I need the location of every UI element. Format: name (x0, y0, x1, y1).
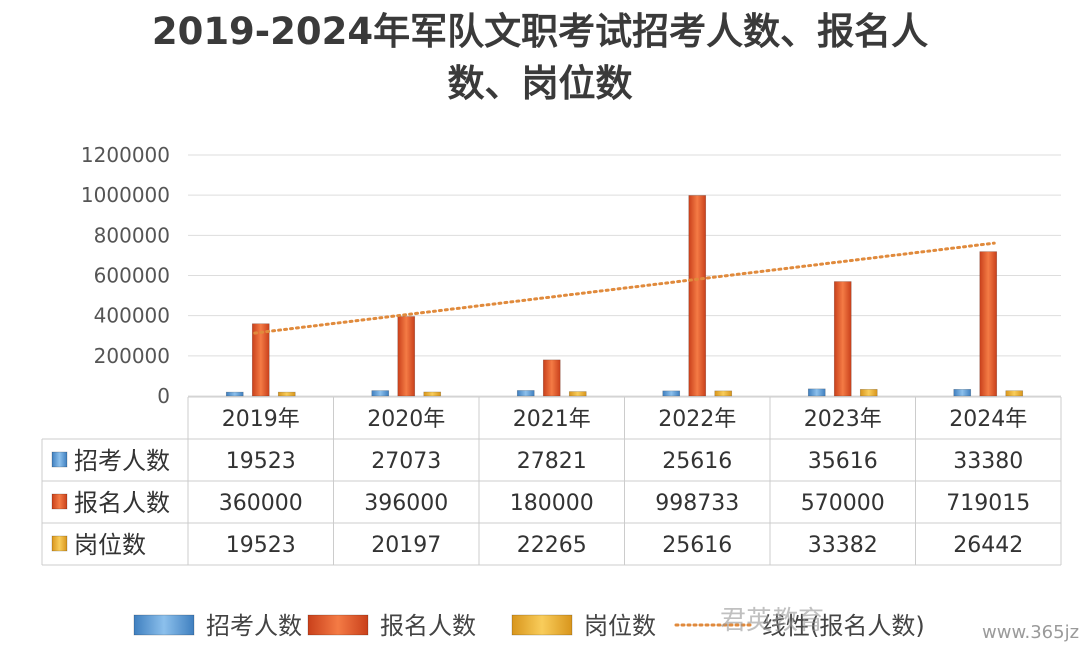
bar-series-3 (1005, 390, 1024, 397)
data-label: 27821 (517, 449, 587, 474)
bar-series-2 (979, 251, 998, 397)
y-axis-ticks: 0 200000 400000 600000 800000 1000000 1200000 (81, 143, 170, 408)
chart-title: 2019-2024年军队文职考试招考人数、报名人 数、岗位数 (0, 6, 1080, 110)
legend-label-1: 招考人数 (206, 612, 302, 640)
watermark-url: www.365jz.com (982, 622, 1080, 643)
y-tick-label: 0 (157, 384, 170, 408)
chart-title-line-1: 2019-2024年军队文职考试招考人数、报名人 (151, 10, 929, 53)
data-label: 22265 (517, 533, 587, 558)
data-label: 19523 (226, 533, 296, 558)
bar-series-3 (859, 388, 878, 397)
bar-series-2 (397, 316, 416, 397)
bar-series-3 (714, 390, 733, 397)
bar-series-2 (833, 281, 852, 397)
bar-series-1 (807, 388, 826, 397)
bar-series-3 (423, 391, 442, 397)
data-label: 180000 (510, 491, 594, 516)
table-row-header: 招考人数 (74, 447, 170, 475)
data-label: 719015 (946, 491, 1030, 516)
y-tick-label: 400000 (94, 304, 170, 328)
data-label: 998733 (655, 491, 739, 516)
data-label: 35616 (808, 449, 878, 474)
data-label: 33380 (953, 449, 1023, 474)
table-legend-key (51, 535, 68, 552)
data-label: 26442 (953, 533, 1023, 558)
bar-series-2 (542, 359, 561, 397)
gridlines (188, 154, 1061, 397)
data-label: 396000 (364, 491, 448, 516)
legend-swatch-2 (307, 614, 369, 636)
table-legend-key (51, 493, 68, 510)
data-label: 570000 (801, 491, 885, 516)
legend-swatch-1 (133, 614, 195, 636)
x-tick-label: 2022年 (658, 407, 736, 432)
legend-swatch-3 (511, 614, 573, 636)
legend-label-2: 报名人数 (380, 612, 476, 640)
trendline-layer (253, 241, 996, 335)
x-tick-label: 2023年 (804, 407, 882, 432)
y-tick-label: 600000 (94, 264, 170, 288)
data-label: 25616 (662, 449, 732, 474)
table-row-header: 报名人数 (74, 489, 170, 517)
bar-series-3 (277, 391, 296, 397)
x-tick-label: 2019年 (222, 407, 300, 432)
data-label: 33382 (808, 533, 878, 558)
legend: 招考人数 报名人数 岗位数 线性(报名人数) (133, 612, 925, 640)
chart-title-line-2: 数、岗位数 (447, 62, 633, 105)
x-tick-label: 2020年 (367, 407, 445, 432)
x-tick-label: 2021年 (513, 407, 591, 432)
table-legend-key (51, 451, 68, 468)
trendline (253, 241, 996, 335)
data-label: 27073 (371, 449, 441, 474)
y-tick-label: 200000 (94, 344, 170, 368)
bar-series-2 (688, 195, 707, 397)
data-label: 25616 (662, 533, 732, 558)
bars (225, 195, 1024, 397)
bar-series-1 (371, 390, 390, 397)
bar-series-1 (953, 388, 972, 397)
watermark-text: 君英教育 (720, 606, 825, 636)
x-tick-label: 2024年 (949, 407, 1027, 432)
y-tick-label: 1000000 (81, 183, 170, 207)
bar-series-1 (662, 390, 681, 397)
data-label: 20197 (371, 533, 441, 558)
bar-series-1 (225, 391, 244, 397)
bar-series-2 (251, 323, 270, 397)
y-tick-label: 800000 (94, 223, 170, 247)
table-row-header: 岗位数 (74, 531, 146, 559)
legend-label-trendline: 线性(报名人数) (762, 612, 925, 640)
bar-series-1 (516, 390, 535, 397)
data-label: 19523 (226, 449, 296, 474)
y-tick-label: 1200000 (81, 143, 170, 167)
data-label: 360000 (219, 491, 303, 516)
bar-series-3 (568, 391, 587, 397)
legend-label-3: 岗位数 (584, 612, 656, 640)
